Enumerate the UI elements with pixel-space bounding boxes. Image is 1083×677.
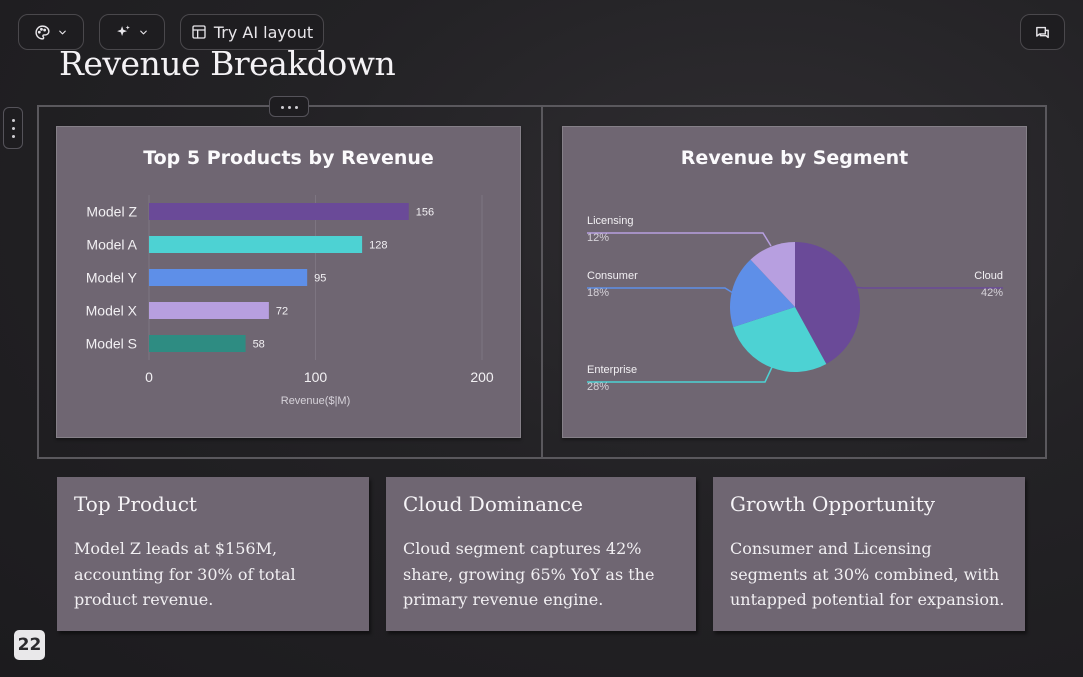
pie-slice (730, 259, 795, 328)
try-ai-layout-label: Try AI layout (213, 22, 314, 42)
card-heading: Growth Opportunity (730, 492, 936, 516)
block-drag-handle[interactable] (269, 96, 309, 117)
page-number: 22 (14, 630, 45, 660)
slice-label: Cloud (974, 270, 1003, 282)
slice-value: 12% (587, 232, 609, 244)
slide-title: Revenue Breakdown (59, 44, 396, 83)
ai-assist-button[interactable] (99, 14, 165, 50)
x-axis-label: Revenue($|M) (281, 395, 351, 407)
sparkles-icon (117, 24, 130, 36)
pie-slice (750, 242, 795, 307)
leader-line (852, 286, 1003, 289)
slice-label: Consumer (587, 270, 638, 282)
x-tick-label: 0 (145, 369, 153, 385)
data-label: 58 (253, 339, 265, 351)
x-tick-label: 100 (304, 369, 328, 385)
card-heading: Top Product (74, 492, 197, 516)
x-tick-label: 200 (470, 369, 494, 385)
bar (149, 269, 308, 286)
insight-card-cloud-dominance[interactable]: Cloud Dominance Cloud segment captures 4… (386, 477, 696, 631)
y-tick-label: Model A (86, 237, 137, 253)
column-divider (541, 105, 543, 459)
bar (149, 302, 269, 319)
data-label: 128 (369, 240, 387, 252)
comments-button[interactable] (1020, 14, 1065, 50)
pie-chart-card[interactable]: Revenue by Segment Cloud 42% Enterprise 28%… (562, 126, 1027, 438)
theme-button[interactable] (18, 14, 84, 50)
bar (149, 335, 246, 352)
leader-line (587, 232, 772, 247)
leader-line (587, 364, 774, 383)
palette-icon (35, 24, 50, 40)
bar-chart: 0 100 200 Model Z 156 Model A 128 Model Y 95 Mode… (86, 195, 494, 407)
chevron-down-icon (59, 30, 66, 34)
data-label: 156 (416, 207, 434, 219)
slide-drag-handle[interactable] (3, 107, 23, 149)
bar-chart-title: Top 5 Products by Revenue (143, 147, 434, 169)
pie-slice (733, 307, 827, 372)
bar (149, 203, 409, 220)
card-body: Cloud segment captures 42% share, growin… (403, 539, 655, 609)
slice-value: 42% (981, 287, 1003, 299)
y-tick-label: Model X (86, 303, 138, 319)
bar (149, 236, 363, 253)
layout-icon (192, 25, 206, 39)
data-label: 95 (314, 273, 326, 285)
leader-line (587, 287, 734, 294)
comments-icon (1036, 26, 1049, 38)
card-body: Model Z leads at $156M, accounting for 3… (74, 539, 296, 609)
slice-label: Licensing (587, 215, 633, 227)
slice-label: Enterprise (587, 364, 637, 376)
bar-chart-card[interactable]: Top 5 Products by Revenue 0 100 200 Model Z… (56, 126, 521, 438)
chevron-down-icon (140, 30, 147, 34)
pie-chart: Cloud 42% Enterprise 28% Consumer 18% Licensin… (587, 215, 1003, 393)
pie-chart-title: Revenue by Segment (680, 147, 909, 169)
data-label: 72 (276, 306, 288, 318)
pie-slice (795, 242, 860, 364)
card-body: Consumer and Licensing segments at 30% c… (730, 539, 1005, 609)
y-tick-label: Model S (86, 336, 137, 352)
insight-card-top-product[interactable]: Top Product Model Z leads at $156M, acco… (57, 477, 369, 631)
slice-value: 28% (587, 381, 609, 393)
y-tick-label: Model Z (86, 204, 137, 220)
y-tick-label: Model Y (86, 270, 138, 286)
card-heading: Cloud Dominance (403, 492, 583, 516)
slice-value: 18% (587, 287, 609, 299)
insight-card-growth-opportunity[interactable]: Growth Opportunity Consumer and Licensin… (713, 477, 1025, 631)
try-ai-layout-button[interactable]: Try AI layout (180, 14, 324, 50)
